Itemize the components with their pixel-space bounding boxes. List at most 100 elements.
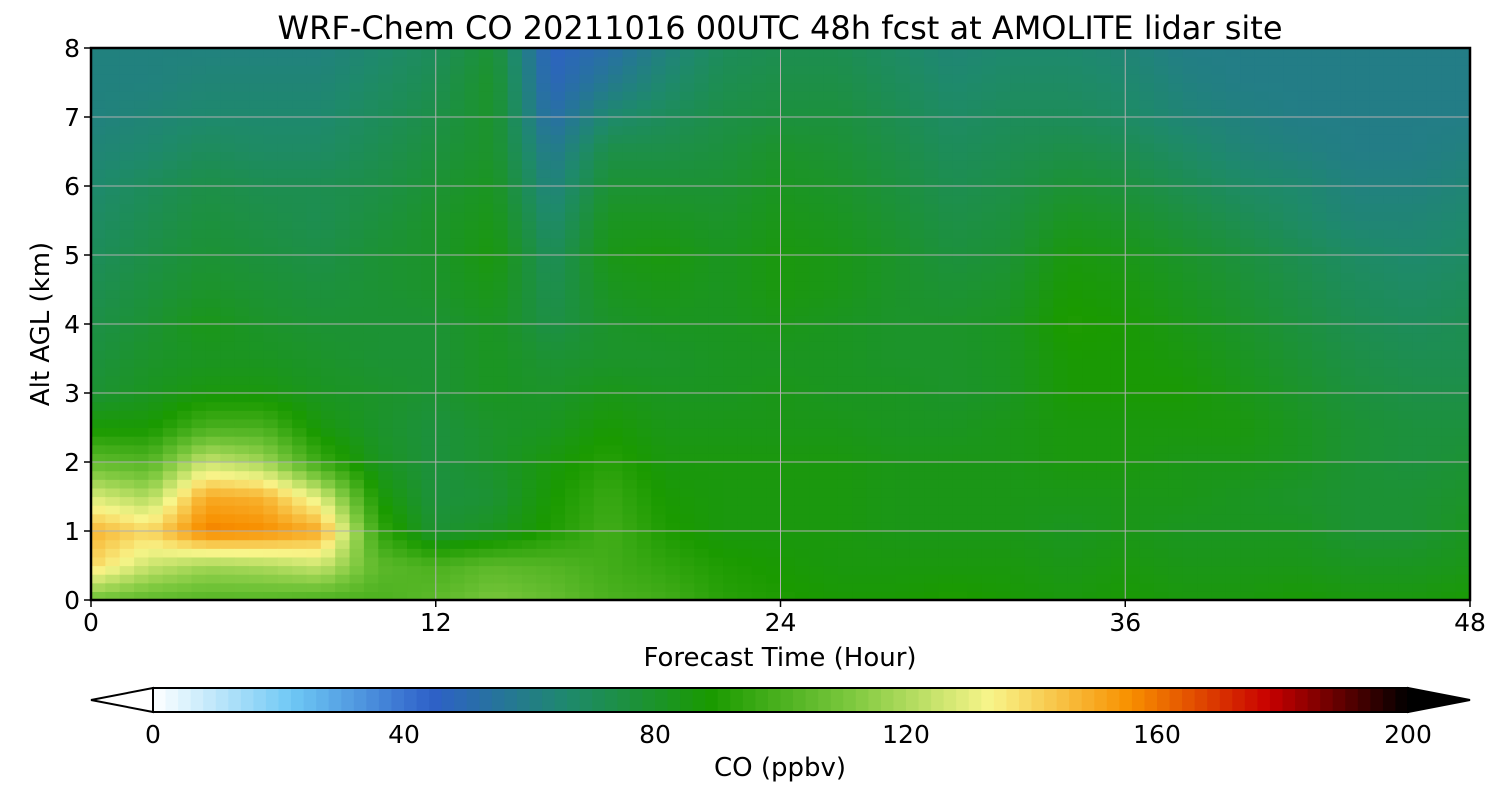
heatmap-cell [205,522,221,532]
heatmap-cell [866,539,882,549]
heatmap-cell [579,73,595,84]
heatmap-cell [995,168,1011,178]
heatmap-cell [320,565,336,575]
heatmap-cell [1024,539,1040,549]
heatmap-cell [162,436,178,446]
heatmap-cell [1139,539,1155,549]
heatmap-cell [995,298,1011,308]
heatmap-cell [622,255,638,265]
heatmap-cell [105,349,121,360]
heatmap-cell [895,565,911,575]
heatmap-cell [378,272,394,282]
heatmap-cell [1067,134,1083,144]
heatmap-cell [909,332,925,342]
heatmap-cell [162,539,178,549]
heatmap-cell [134,298,150,308]
heatmap-cell [1039,246,1055,256]
heatmap-cell [636,556,652,567]
heatmap-cell [1139,48,1155,58]
heatmap-cell [837,487,853,498]
heatmap-cell [1039,427,1055,437]
heatmap-cell [751,194,767,204]
heatmap-cell [852,272,868,282]
heatmap-cell [1139,117,1155,127]
heatmap-cell [450,393,466,403]
heatmap-cell [464,255,480,265]
heatmap-cell [493,367,509,377]
heatmap-cell [407,237,422,247]
heatmap-cell [177,108,193,118]
heatmap-cell [464,453,480,463]
heatmap-cell [1110,280,1126,291]
heatmap-cell [1039,194,1055,204]
heatmap-cell [952,168,968,178]
heatmap-cell [766,565,782,575]
heatmap-cell [1125,272,1141,282]
heatmap-cell [220,470,236,480]
heatmap-cell [205,453,221,463]
heatmap-cell [866,56,882,66]
heatmap-cell [349,211,365,222]
heatmap-cell [794,186,810,196]
heatmap-cell [579,522,595,532]
heatmap-cell [421,479,437,489]
heatmap-cell [679,401,695,411]
heatmap-cell [852,194,868,204]
heatmap-cell [866,125,882,135]
heatmap-cell [665,203,681,213]
heatmap-cell [708,539,724,549]
heatmap-cell [622,134,638,144]
heatmap-cell [1096,418,1112,429]
heatmap-cell [809,462,825,472]
heatmap-cell [177,418,193,429]
heatmap-cell [1024,513,1040,523]
heatmap-cell [249,462,264,472]
heatmap-cell [1153,125,1169,135]
heatmap-cell [407,99,422,109]
heatmap-cell [1182,65,1198,75]
heatmap-cell [866,289,882,299]
heatmap-cell [766,582,782,592]
heatmap-cell [1010,418,1026,429]
heatmap-cell [723,177,739,187]
heatmap-cell [809,280,825,291]
heatmap-cell [493,418,509,429]
heatmap-cell [234,358,250,368]
heatmap-cell [335,565,351,575]
heatmap-cell [378,315,394,325]
heatmap-cell [177,229,193,239]
heatmap-cell [407,462,422,472]
heatmap-cell [220,367,236,377]
heatmap-cell [694,453,710,463]
heatmap-cell [335,237,351,247]
heatmap-cell [593,531,609,541]
heatmap-cell [1053,479,1069,489]
heatmap-cell [421,151,437,161]
heatmap-cell [249,384,264,394]
heatmap-cell [148,393,164,403]
heatmap-cell [694,220,710,230]
heatmap-cell [306,315,322,325]
heatmap-cell [608,522,624,532]
heatmap-cell [521,151,537,161]
heatmap-cell [952,237,968,247]
heatmap-cell [809,401,825,411]
heatmap-cell [995,513,1011,523]
heatmap-cell [148,48,164,58]
heatmap-cell [708,565,724,575]
heatmap-cell [220,513,236,523]
heatmap-cell [421,410,437,420]
heatmap-cell [450,142,466,153]
heatmap-cell [823,487,839,498]
heatmap-cell [550,280,566,291]
heatmap-cell [421,531,437,541]
heatmap-cell [593,272,609,282]
heatmap-cell [881,332,897,342]
heatmap-cell [1182,358,1198,368]
heatmap-cell [292,177,308,187]
heatmap-cell [263,384,279,394]
heatmap-cell [665,418,681,429]
heatmap-cell [162,479,178,489]
heatmap-cell [651,427,667,437]
heatmap-cell [1168,48,1184,58]
